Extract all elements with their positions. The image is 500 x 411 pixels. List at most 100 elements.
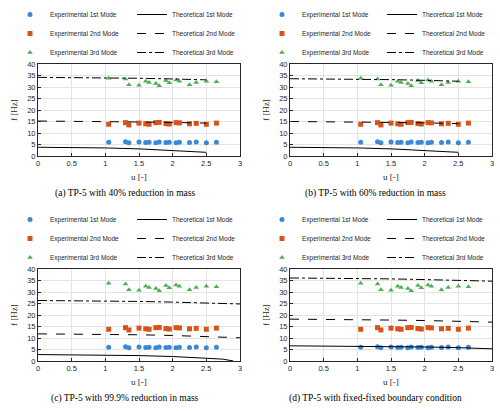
svg-text:15: 15 <box>279 322 287 331</box>
svg-text:2.5: 2.5 <box>453 159 463 168</box>
svg-text:25: 25 <box>27 94 35 103</box>
svg-text:(b) TP-5 with 60% reduction in: (b) TP-5 with 60% reduction in mass <box>305 188 446 199</box>
svg-text:u [-]: u [-] <box>131 377 147 387</box>
svg-text:20: 20 <box>27 106 35 115</box>
svg-text:Theoretical 3rd Mode: Theoretical 3rd Mode <box>422 49 484 56</box>
svg-text:2.5: 2.5 <box>201 159 211 168</box>
svg-text:3: 3 <box>238 159 242 168</box>
svg-text:0: 0 <box>288 159 292 168</box>
svg-text:Theoretical 3rd Mode: Theoretical 3rd Mode <box>172 254 234 261</box>
svg-text:1: 1 <box>103 364 107 373</box>
svg-text:0: 0 <box>36 159 40 168</box>
svg-text:1.5: 1.5 <box>386 159 396 168</box>
svg-text:u [-]: u [-] <box>383 172 399 182</box>
svg-text:10: 10 <box>27 334 35 343</box>
svg-text:Theoretical 3rd Mode: Theoretical 3rd Mode <box>172 49 234 56</box>
svg-text:15: 15 <box>27 322 35 331</box>
svg-text:2: 2 <box>171 364 175 373</box>
svg-text:u [-]: u [-] <box>383 377 399 387</box>
svg-text:1.5: 1.5 <box>134 159 144 168</box>
svg-text:5: 5 <box>31 140 35 149</box>
svg-text:Theoretical 1st Mode: Theoretical 1st Mode <box>172 216 233 223</box>
svg-text:u [-]: u [-] <box>131 172 147 182</box>
svg-text:Experimental 2nd Mode: Experimental 2nd Mode <box>302 30 371 38</box>
svg-text:20: 20 <box>27 311 35 320</box>
svg-text:1: 1 <box>103 159 107 168</box>
svg-text:1.5: 1.5 <box>134 364 144 373</box>
svg-text:(c) TP-5 with 99.9% reduction: (c) TP-5 with 99.9% reduction in mass <box>51 393 199 404</box>
svg-text:25: 25 <box>27 299 35 308</box>
svg-text:Experimental 1st Mode: Experimental 1st Mode <box>302 11 369 19</box>
svg-text:1: 1 <box>355 364 359 373</box>
svg-text:0.5: 0.5 <box>318 364 328 373</box>
svg-text:2: 2 <box>423 364 427 373</box>
svg-text:30: 30 <box>27 288 35 297</box>
svg-text:Experimental 1st Mode: Experimental 1st Mode <box>50 216 117 224</box>
svg-text:10: 10 <box>279 129 287 138</box>
svg-text:35: 35 <box>279 276 287 285</box>
svg-text:2: 2 <box>171 159 175 168</box>
svg-text:5: 5 <box>31 345 35 354</box>
svg-text:2.5: 2.5 <box>453 364 463 373</box>
svg-text:1: 1 <box>355 159 359 168</box>
svg-text:Experimental 3rd Mode: Experimental 3rd Mode <box>302 254 370 262</box>
svg-text:35: 35 <box>27 276 35 285</box>
svg-text:Theoretical 2nd Mode: Theoretical 2nd Mode <box>422 235 485 242</box>
svg-text:35: 35 <box>279 71 287 80</box>
svg-text:1.5: 1.5 <box>386 364 396 373</box>
svg-text:(a) TP-5 with 40% reduction in: (a) TP-5 with 40% reduction in mass <box>55 188 195 199</box>
svg-text:5: 5 <box>283 140 287 149</box>
svg-text:3: 3 <box>490 159 494 168</box>
svg-text:25: 25 <box>279 299 287 308</box>
svg-text:f [Hz]: f [Hz] <box>261 304 271 326</box>
svg-text:0.5: 0.5 <box>66 364 76 373</box>
svg-text:Theoretical 3rd Mode: Theoretical 3rd Mode <box>422 254 484 261</box>
svg-text:15: 15 <box>279 117 287 126</box>
svg-text:30: 30 <box>279 83 287 92</box>
svg-text:Theoretical 1st Mode: Theoretical 1st Mode <box>422 11 483 18</box>
svg-text:Experimental 2nd Mode: Experimental 2nd Mode <box>50 235 119 243</box>
svg-text:Theoretical 2nd Mode: Theoretical 2nd Mode <box>172 235 235 242</box>
svg-text:0.5: 0.5 <box>318 159 328 168</box>
svg-text:40: 40 <box>27 265 35 274</box>
svg-text:40: 40 <box>279 60 287 69</box>
svg-text:0: 0 <box>283 357 287 366</box>
svg-text:40: 40 <box>279 265 287 274</box>
svg-text:40: 40 <box>27 60 35 69</box>
svg-text:Experimental 3rd Mode: Experimental 3rd Mode <box>50 49 118 57</box>
svg-text:0: 0 <box>36 364 40 373</box>
svg-text:(d) TP-5 with fixed-fixed boun: (d) TP-5 with fixed-fixed boundary condi… <box>289 393 462 404</box>
svg-text:20: 20 <box>279 311 287 320</box>
svg-text:0: 0 <box>31 152 35 161</box>
svg-text:30: 30 <box>279 288 287 297</box>
svg-text:Experimental 3rd Mode: Experimental 3rd Mode <box>50 254 118 262</box>
svg-text:2: 2 <box>423 159 427 168</box>
svg-text:Experimental 1st Mode: Experimental 1st Mode <box>50 11 117 19</box>
svg-text:0: 0 <box>288 364 292 373</box>
svg-text:3: 3 <box>490 364 494 373</box>
svg-text:5: 5 <box>283 345 287 354</box>
svg-text:0.5: 0.5 <box>66 159 76 168</box>
svg-text:f [Hz]: f [Hz] <box>9 304 19 326</box>
svg-text:0: 0 <box>283 152 287 161</box>
svg-text:25: 25 <box>279 94 287 103</box>
svg-text:Theoretical 2nd Mode: Theoretical 2nd Mode <box>172 30 235 37</box>
svg-text:Experimental 2nd Mode: Experimental 2nd Mode <box>50 30 119 38</box>
svg-text:10: 10 <box>279 334 287 343</box>
svg-text:35: 35 <box>27 71 35 80</box>
svg-text:0: 0 <box>31 357 35 366</box>
svg-text:2.5: 2.5 <box>201 364 211 373</box>
svg-text:f [Hz]: f [Hz] <box>9 99 19 121</box>
svg-text:15: 15 <box>27 117 35 126</box>
svg-text:Experimental 3rd Mode: Experimental 3rd Mode <box>302 49 370 57</box>
svg-text:Theoretical 1st Mode: Theoretical 1st Mode <box>172 11 233 18</box>
svg-text:Experimental 1st Mode: Experimental 1st Mode <box>302 216 369 224</box>
svg-text:Theoretical 2nd Mode: Theoretical 2nd Mode <box>422 30 485 37</box>
svg-text:10: 10 <box>27 129 35 138</box>
svg-text:Theoretical 1st Mode: Theoretical 1st Mode <box>422 216 483 223</box>
svg-text:Experimental 2nd Mode: Experimental 2nd Mode <box>302 235 371 243</box>
svg-text:3: 3 <box>238 364 242 373</box>
svg-text:f [Hz]: f [Hz] <box>261 99 271 121</box>
svg-text:20: 20 <box>279 106 287 115</box>
svg-text:30: 30 <box>27 83 35 92</box>
